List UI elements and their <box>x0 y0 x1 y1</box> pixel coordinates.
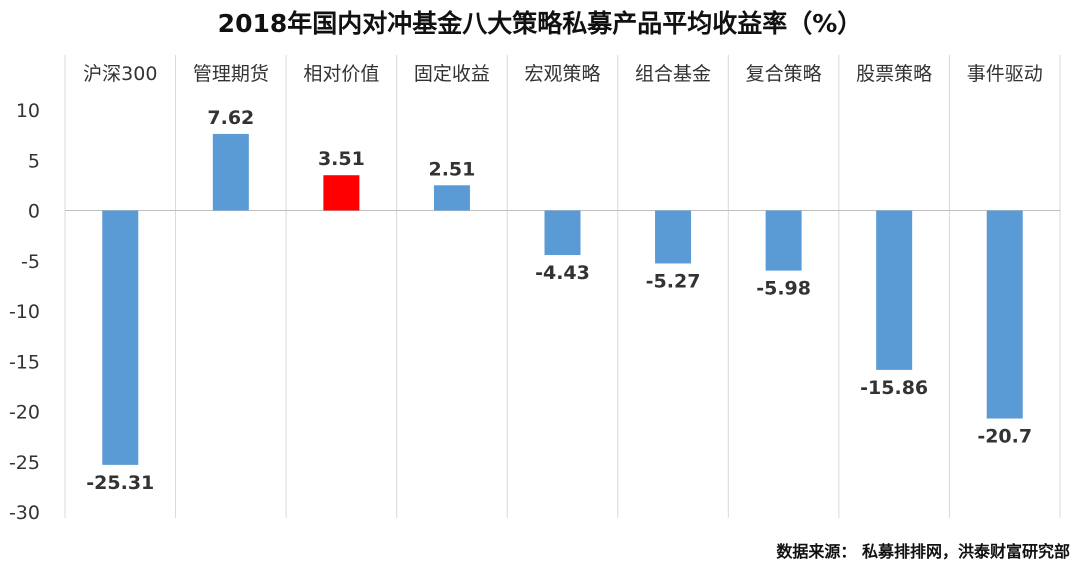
y-tick-label: -20 <box>9 402 40 424</box>
y-tick-label: -10 <box>9 301 40 323</box>
y-tick-label: -25 <box>9 452 40 474</box>
bar <box>102 210 139 465</box>
y-tick-label: 10 <box>16 100 40 122</box>
bar <box>323 175 360 211</box>
bar <box>212 133 249 211</box>
category-label: 事件驱动 <box>967 63 1043 85</box>
data-label: -4.43 <box>535 262 590 284</box>
bar <box>655 210 692 264</box>
bar <box>876 210 913 370</box>
y-tick-label: 5 <box>28 150 40 172</box>
category-label: 复合策略 <box>746 63 822 85</box>
data-label: -25.31 <box>86 472 154 494</box>
data-label: -20.7 <box>977 426 1032 448</box>
y-tick-label: 0 <box>28 201 40 223</box>
data-label: -15.86 <box>860 377 928 399</box>
category-label: 沪深300 <box>83 63 157 85</box>
source-note: 数据来源： 私募排排网，洪泰财富研究部 <box>776 542 1070 561</box>
category-label: 股票策略 <box>856 63 932 85</box>
category-label: 宏观策略 <box>524 63 600 85</box>
data-label: 7.62 <box>207 107 254 129</box>
category-label: 相对价值 <box>303 63 379 85</box>
data-label: 3.51 <box>318 148 365 170</box>
data-label: -5.27 <box>646 270 701 292</box>
bar <box>544 210 581 256</box>
y-tick-label: -5 <box>21 251 40 273</box>
chart-title: 2018年国内对冲基金八大策略私募产品平均收益率（%） <box>217 9 863 38</box>
category-label: 管理期货 <box>193 63 269 85</box>
bar <box>986 210 1023 419</box>
y-tick-label: -15 <box>9 351 40 373</box>
bar <box>433 185 470 211</box>
bar <box>765 210 802 271</box>
y-tick-label: -30 <box>9 502 40 524</box>
data-label: -5.98 <box>756 278 811 300</box>
category-label: 组合基金 <box>635 63 711 85</box>
category-label: 固定收益 <box>414 63 490 85</box>
data-label: 2.51 <box>428 158 475 180</box>
